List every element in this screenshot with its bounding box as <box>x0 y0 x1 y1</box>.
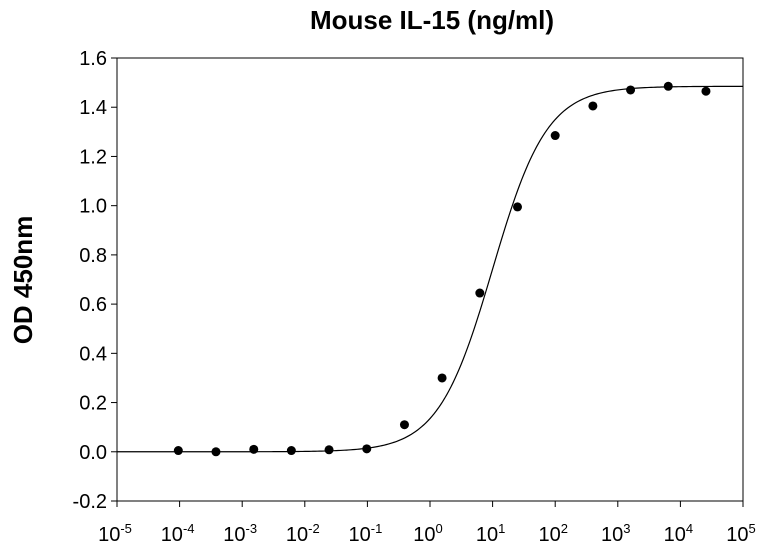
x-tick-exponent: -2 <box>308 521 320 536</box>
x-tick-base: 10 <box>476 524 498 546</box>
x-tick-label: 102 <box>538 521 567 546</box>
x-tick-base: 10 <box>726 524 748 546</box>
x-tick-exponent: -3 <box>246 521 258 536</box>
x-tick-base: 10 <box>161 524 183 546</box>
data-point <box>211 447 221 457</box>
x-tick-label: 10-2 <box>286 521 320 546</box>
x-tick-label: 10-3 <box>223 521 257 546</box>
data-point <box>399 420 409 430</box>
x-tick-exponent: -5 <box>120 521 132 536</box>
x-tick-base: 10 <box>286 524 308 546</box>
y-tick-label: 0.2 <box>79 393 107 415</box>
x-tick-label: 105 <box>726 521 755 546</box>
x-tick-exponent: 5 <box>749 521 756 536</box>
y-tick-label: 0.0 <box>79 442 107 464</box>
data-points <box>173 81 711 457</box>
x-tick-exponent: 2 <box>561 521 568 536</box>
x-tick-base: 10 <box>538 524 560 546</box>
data-point <box>173 446 183 456</box>
data-point <box>663 81 673 91</box>
x-tick-base: 10 <box>601 524 623 546</box>
data-point <box>286 446 296 456</box>
x-tick-exponent: -1 <box>371 521 383 536</box>
fit-curve <box>117 85 743 453</box>
y-tick-label: 0.4 <box>79 343 107 365</box>
y-tick-label: -0.2 <box>73 491 107 513</box>
x-tick-label: 10-5 <box>98 521 132 546</box>
data-point <box>701 86 711 96</box>
y-tick-label: 0.6 <box>79 294 107 316</box>
y-tick-label: 0.8 <box>79 245 107 267</box>
x-tick-base: 10 <box>223 524 245 546</box>
data-point <box>249 444 259 454</box>
x-tick-label: 10-1 <box>348 521 382 546</box>
data-point <box>513 202 523 212</box>
data-point <box>437 373 447 383</box>
y-tick-label: 1.0 <box>79 196 107 218</box>
data-point <box>588 101 598 111</box>
data-point <box>324 445 334 455</box>
x-tick-exponent: 4 <box>686 521 693 536</box>
data-point <box>626 85 636 95</box>
y-tick-label: 1.4 <box>79 97 107 119</box>
x-tick-base: 10 <box>98 524 120 546</box>
y-ticks: -0.2 0.0 0.2 0.4 0.6 0.8 1.0 1.2 1.4 1.6 <box>73 48 117 513</box>
x-tick-base: 10 <box>348 524 370 546</box>
x-tick-label: 100 <box>413 521 442 546</box>
x-tick-base: 10 <box>413 524 435 546</box>
x-ticks: 10-5 10-4 10-3 10-2 10-1 100 101 102 103 104 105 <box>98 501 756 546</box>
y-axis-label: OD 450nm <box>8 216 38 345</box>
x-tick-base: 10 <box>664 524 686 546</box>
data-point <box>362 444 372 454</box>
x-tick-exponent: 3 <box>623 521 630 536</box>
plot-frame <box>116 57 744 502</box>
x-tick-label: 103 <box>601 521 630 546</box>
chart-title: Mouse IL-15 (ng/ml) <box>310 5 554 35</box>
data-point <box>550 131 560 141</box>
x-tick-exponent: 1 <box>498 521 505 536</box>
x-tick-label: 101 <box>476 521 505 546</box>
x-tick-label: 104 <box>664 521 693 546</box>
y-tick-label: 1.2 <box>79 146 107 168</box>
x-tick-label: 10-4 <box>161 521 195 546</box>
x-tick-exponent: 0 <box>436 521 443 536</box>
y-tick-label: 1.6 <box>79 48 107 70</box>
data-point <box>475 288 485 298</box>
x-tick-exponent: -4 <box>183 521 195 536</box>
